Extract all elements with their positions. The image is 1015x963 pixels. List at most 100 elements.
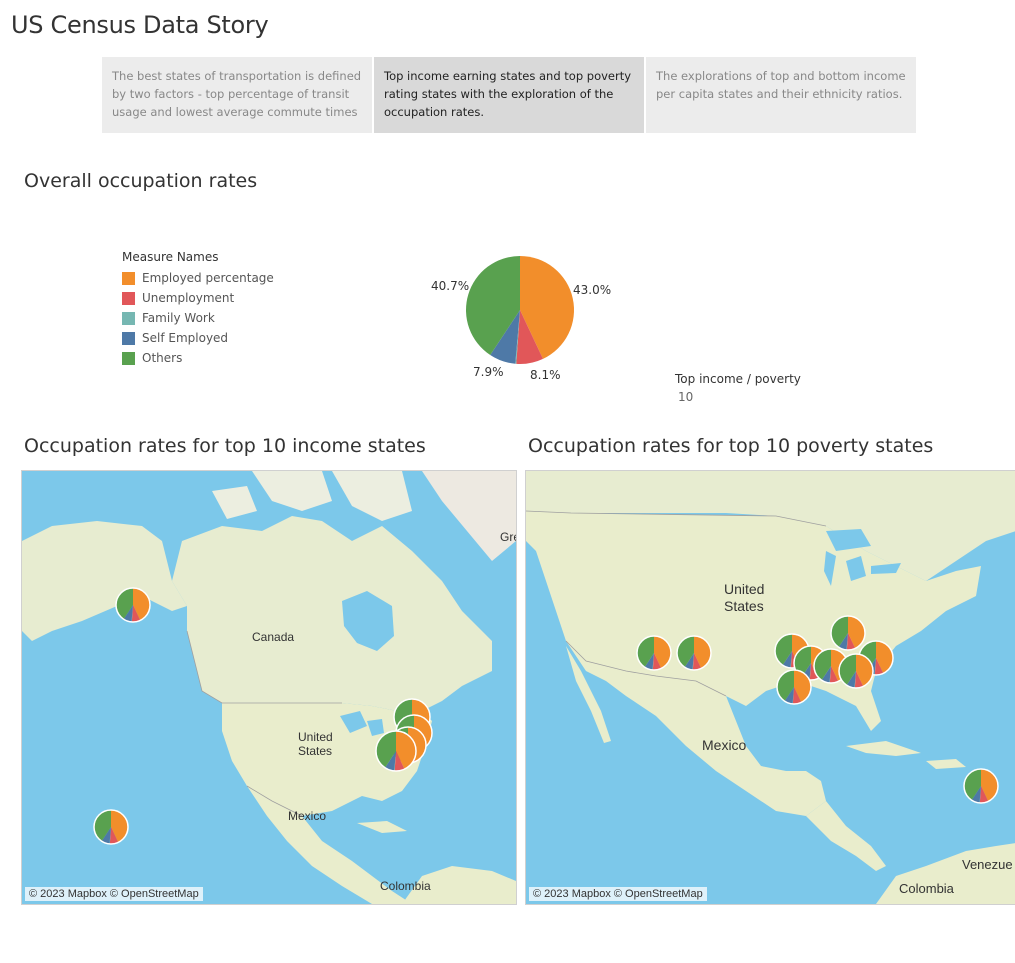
poverty-state-6-slice-1[interactable] — [874, 658, 884, 675]
pie-label-employed: 43.0% — [573, 283, 612, 297]
income-state-0-slice-3[interactable] — [123, 605, 133, 622]
poverty-state-4-slice-3[interactable] — [821, 666, 831, 683]
overall-pie-slice-4[interactable] — [465, 256, 520, 356]
poverty-state-0-slice-2[interactable] — [652, 653, 654, 670]
income-state-5-slice-2[interactable] — [394, 751, 396, 771]
income-state-1-slice-1[interactable] — [109, 827, 119, 844]
poverty-state-4-slice-1[interactable] — [829, 666, 839, 683]
poverty-state-5-slice-1[interactable] — [846, 633, 856, 650]
overall-pie-slice-3[interactable] — [490, 310, 520, 364]
pie-svg — [465, 256, 574, 364]
poverty-state-3-slice-1[interactable] — [809, 663, 819, 680]
income-state-1-slice-4[interactable] — [94, 810, 111, 842]
income-state-5-slice-4[interactable] — [376, 731, 396, 768]
income-state-5-slice-0[interactable] — [396, 731, 417, 770]
svg-text:Colombia: Colombia — [380, 879, 431, 893]
poverty-state-7-slice-4[interactable] — [776, 670, 794, 702]
income-map[interactable]: Canada United States Mexico Colombia Gre… — [21, 470, 517, 905]
overall-title: Overall occupation rates — [24, 170, 258, 192]
income-state-1-slice-3[interactable] — [101, 827, 111, 844]
poverty-state-6-slice-2[interactable] — [874, 658, 876, 675]
poverty-state-8-slice-4[interactable] — [838, 654, 856, 686]
poverty-state-1-slice-1[interactable] — [692, 653, 702, 670]
overall-pie-slice-0[interactable] — [520, 256, 574, 359]
story-navigator: The best states of transportation is def… — [102, 57, 916, 133]
poverty-state-9-slice-1[interactable] — [979, 786, 989, 803]
poverty-state-8-outline — [838, 653, 874, 689]
swatch-employed — [122, 271, 135, 285]
poverty-map-title: Occupation rates for top 10 poverty stat… — [528, 435, 934, 457]
story-point-1[interactable]: The best states of transportation is def… — [102, 57, 372, 133]
swatch-self-employed — [122, 331, 135, 345]
poverty-state-3-slice-4[interactable] — [794, 646, 811, 678]
poverty-state-1-slice-0[interactable] — [694, 636, 711, 669]
poverty-state-9-slice-3[interactable] — [971, 786, 981, 803]
poverty-state-5-outline — [830, 615, 866, 651]
poverty-state-1-slice-4[interactable] — [677, 636, 694, 668]
parameter-value[interactable]: 10 — [678, 390, 694, 404]
income-state-1-slice-0[interactable] — [111, 810, 128, 843]
legend-title: Measure Names — [122, 250, 219, 264]
poverty-state-7-slice-3[interactable] — [784, 687, 794, 704]
poverty-state-4-slice-2[interactable] — [829, 666, 831, 683]
legend: Measure Names Employed percentage Unempl… — [122, 250, 274, 368]
swatch-unemployment — [122, 291, 135, 305]
poverty-state-9-slice-0[interactable] — [981, 769, 998, 802]
poverty-state-8-slice-1[interactable] — [854, 671, 864, 688]
poverty-state-9-slice-4[interactable] — [964, 769, 981, 801]
poverty-state-7-slice-2[interactable] — [792, 687, 794, 704]
legend-item-others[interactable]: Others — [122, 348, 274, 368]
story-point-3[interactable]: The explorations of top and bottom incom… — [646, 57, 916, 133]
poverty-state-4-slice-4[interactable] — [814, 649, 831, 681]
income-state-1-slice-2[interactable] — [109, 827, 111, 844]
poverty-state-7-slice-1[interactable] — [792, 687, 802, 704]
income-state-1-outline — [93, 809, 129, 845]
poverty-state-8-slice-0[interactable] — [856, 654, 873, 687]
poverty-state-3-slice-2[interactable] — [809, 663, 811, 680]
poverty-state-9-slice-2[interactable] — [979, 786, 981, 803]
income-state-5-slice-1[interactable] — [394, 751, 405, 771]
svg-text:States: States — [298, 744, 332, 758]
poverty-map-attribution[interactable]: © 2023 Mapbox © OpenStreetMap — [529, 887, 707, 901]
poverty-state-6-slice-0[interactable] — [876, 641, 893, 674]
poverty-state-0-slice-1[interactable] — [652, 653, 662, 670]
income-state-5-slice-3[interactable] — [384, 751, 396, 771]
poverty-state-0-outline — [636, 635, 672, 671]
legend-item-self-employed[interactable]: Self Employed — [122, 328, 274, 348]
overall-pie-slice-2[interactable] — [515, 310, 520, 364]
poverty-state-5-slice-2[interactable] — [846, 633, 848, 650]
poverty-pie-markers[interactable] — [526, 471, 1015, 904]
income-state-0-slice-1[interactable] — [131, 605, 141, 622]
legend-item-unemployment[interactable]: Unemployment — [122, 288, 274, 308]
pie-label-others: 40.7% — [431, 279, 470, 293]
poverty-state-7-outline — [776, 669, 812, 705]
poverty-state-8-slice-3[interactable] — [846, 671, 856, 688]
legend-item-employed[interactable]: Employed percentage — [122, 268, 274, 288]
poverty-state-0-slice-0[interactable] — [654, 636, 672, 669]
overall-pie-chart: 43.0% 8.1% 7.9% 40.7% — [420, 245, 620, 390]
income-map-attribution[interactable]: © 2023 Mapbox © OpenStreetMap — [25, 887, 203, 901]
poverty-state-8-slice-2[interactable] — [854, 671, 856, 688]
overall-pie-slice-1[interactable] — [516, 310, 543, 364]
poverty-map[interactable]: United States Mexico Colombia Venezue © … — [525, 470, 1015, 905]
poverty-state-5-slice-0[interactable] — [848, 616, 865, 649]
poverty-state-1-slice-2[interactable] — [692, 653, 694, 670]
poverty-state-1-slice-3[interactable] — [684, 653, 694, 670]
income-state-0-slice-0[interactable] — [133, 588, 150, 621]
top-n-parameter[interactable]: Top income / poverty 10 — [675, 372, 801, 404]
pie-label-self-employed: 7.9% — [473, 365, 504, 379]
income-state-0-slice-4[interactable] — [115, 588, 133, 620]
poverty-state-0-slice-4[interactable] — [637, 636, 654, 668]
svg-text:Mexico: Mexico — [288, 809, 326, 823]
poverty-state-0-slice-3[interactable] — [644, 653, 654, 670]
income-pie-markers[interactable] — [22, 471, 516, 904]
poverty-state-5-slice-3[interactable] — [838, 633, 848, 650]
poverty-state-2-slice-3[interactable] — [782, 651, 792, 668]
legend-item-family-work[interactable]: Family Work — [122, 308, 274, 328]
poverty-state-2-slice-4[interactable] — [775, 634, 792, 666]
story-point-2[interactable]: Top income earning states and top povert… — [374, 57, 644, 133]
income-state-0-slice-2[interactable] — [131, 605, 133, 622]
poverty-state-5-slice-4[interactable] — [831, 616, 848, 648]
poverty-state-2-slice-2[interactable] — [790, 651, 792, 668]
poverty-state-7-slice-0[interactable] — [794, 670, 811, 703]
